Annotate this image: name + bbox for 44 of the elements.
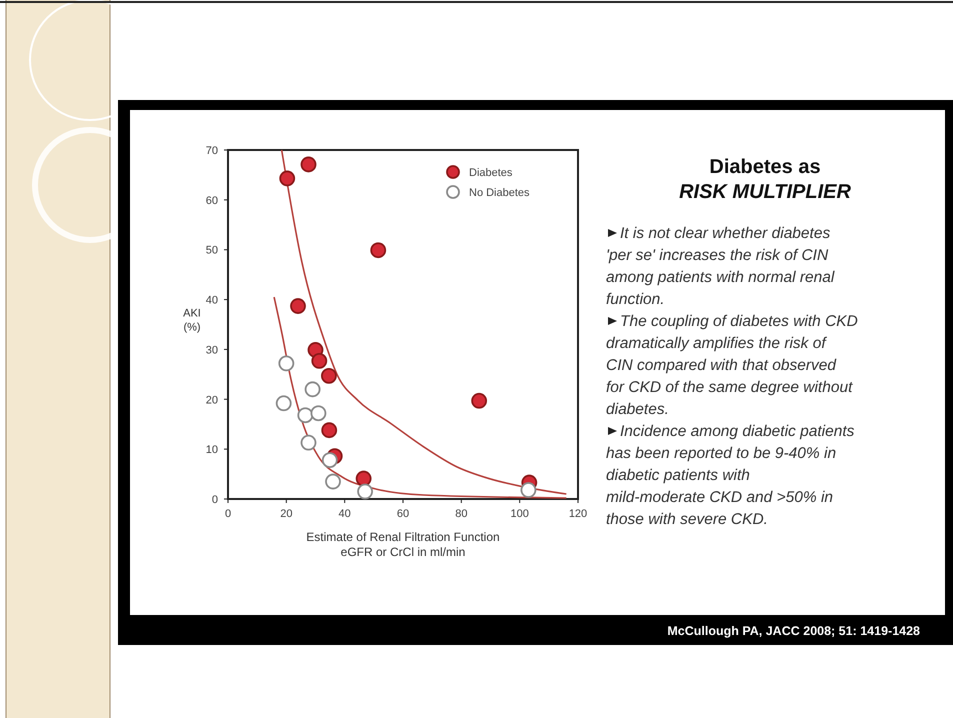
point bbox=[356, 470, 372, 486]
point bbox=[297, 407, 314, 424]
y-tick-label: 40 bbox=[206, 294, 218, 307]
point bbox=[276, 395, 292, 412]
x-tick-label: 40 bbox=[338, 508, 351, 520]
text: It is not clear whether diabetes 'per se' increases the risk of CIN among patients with normal renal function. bbox=[606, 225, 835, 308]
text: The coupling of diabetes with CKD dramatically amplifies the risk of CIN compared with that observed for CKD of the same degree without diabetes. bbox=[606, 313, 858, 418]
text: Incidence among diabetic patients has been reported to be 9-40% in diabetic patients with mild-moderate CKD and >50% in those with severe CKD. bbox=[606, 423, 855, 528]
point bbox=[520, 482, 536, 498]
y-tick-label: 50 bbox=[206, 244, 218, 257]
legend-label: No Diabetes bbox=[469, 187, 530, 199]
point bbox=[300, 434, 316, 451]
x-tick-label: 100 bbox=[510, 508, 529, 520]
point bbox=[290, 298, 306, 314]
point bbox=[321, 422, 338, 438]
point bbox=[310, 405, 326, 422]
y-tick-label: 0 bbox=[212, 494, 218, 506]
point bbox=[304, 381, 320, 398]
x-tick-label: 80 bbox=[455, 508, 468, 520]
y-tick-label: 60 bbox=[206, 194, 218, 207]
x-tick-label: 60 bbox=[396, 508, 410, 520]
point bbox=[321, 368, 337, 384]
x-tick-label: 120 bbox=[568, 508, 588, 520]
point bbox=[278, 355, 294, 372]
point bbox=[357, 484, 373, 500]
text: Diabetes as RISK MULTIPLIER bbox=[679, 156, 852, 203]
point bbox=[370, 242, 386, 258]
y-tick-label: 30 bbox=[206, 344, 218, 356]
x-tick-label: 20 bbox=[280, 508, 292, 520]
x-axis-title: Estimate of Renal Filtration Function eGFR or CrCl in ml/min bbox=[306, 530, 500, 559]
point bbox=[279, 170, 296, 186]
point bbox=[322, 452, 338, 468]
point bbox=[325, 474, 341, 490]
y-tick-label: 20 bbox=[206, 394, 218, 406]
legend-label: Diabetes bbox=[469, 167, 513, 179]
line-series bbox=[273, 296, 568, 499]
point bbox=[471, 392, 488, 409]
point bbox=[300, 156, 316, 172]
x-tick-label: 0 bbox=[224, 508, 232, 520]
y-axis-title: AKI (%) bbox=[183, 308, 201, 334]
text: McCullough PA, JACC 2008; 51: 1419-1428 bbox=[667, 624, 920, 638]
y-tick-label: 70 bbox=[206, 145, 218, 157]
point bbox=[311, 352, 328, 369]
y-tick-label: 10 bbox=[206, 444, 218, 456]
